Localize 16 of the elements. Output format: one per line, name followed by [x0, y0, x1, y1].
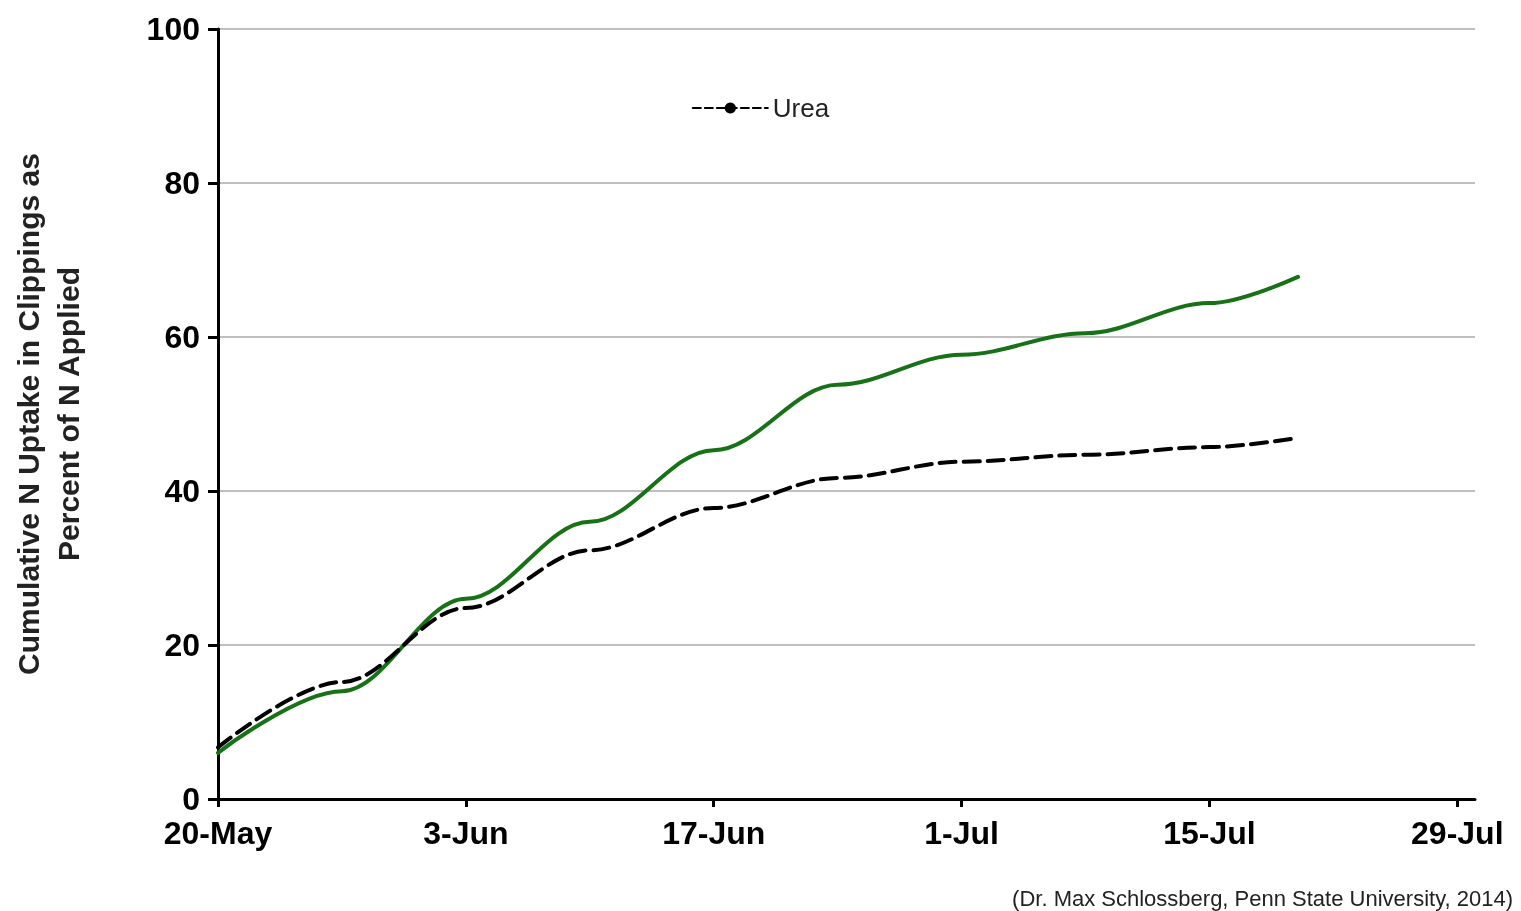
- y-tick-label: 20: [164, 627, 200, 663]
- x-tick-label: 3-Jun: [423, 815, 509, 851]
- y-tick-label: 0: [182, 781, 200, 817]
- y-tick-label: 40: [164, 473, 200, 509]
- x-tick-label: 17-Jun: [662, 815, 766, 851]
- y-tick-label: 60: [164, 319, 200, 355]
- line-series: [216, 274, 1300, 755]
- y-tick-label: 100: [146, 11, 200, 47]
- y-tick-label: 80: [164, 165, 200, 201]
- x-tick-label: 29-Jul: [1411, 815, 1504, 851]
- text: (Dr. Max Schlossberg, Penn State University, 2014): [1012, 885, 1513, 911]
- legend-label: Urea: [772, 93, 830, 123]
- y-axis-title: Cumulative N Uptake in Clippings as Percent of N Applied: [11, 153, 85, 675]
- x-tick-label: 20-May: [163, 815, 273, 851]
- x-tick-label: 15-Jul: [1163, 815, 1256, 851]
- x-tick-label: 1-Jul: [924, 815, 999, 851]
